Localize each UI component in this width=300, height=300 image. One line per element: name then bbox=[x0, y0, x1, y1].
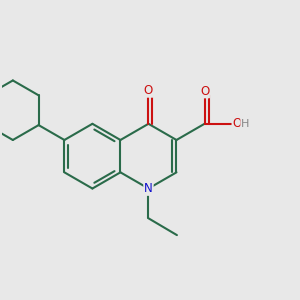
Text: H: H bbox=[241, 119, 250, 129]
Text: O: O bbox=[200, 85, 209, 98]
Text: O: O bbox=[232, 117, 242, 130]
Text: N: N bbox=[144, 182, 153, 195]
Text: O: O bbox=[144, 84, 153, 97]
